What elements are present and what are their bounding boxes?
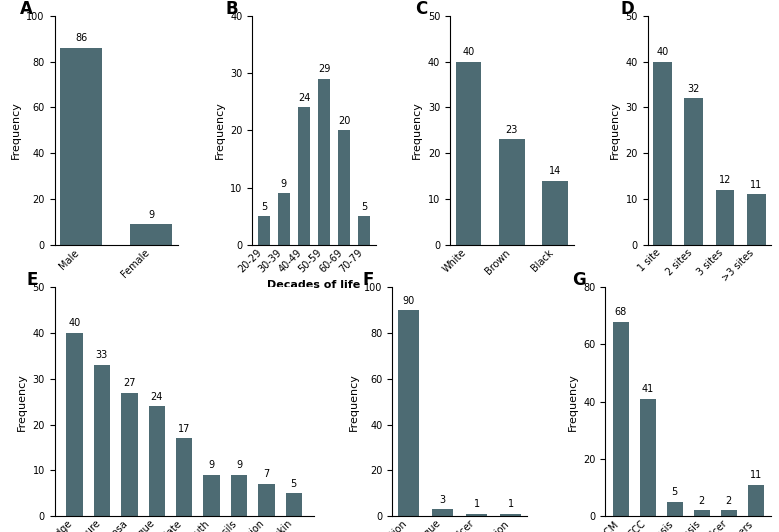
Text: 12: 12 <box>719 175 731 185</box>
Bar <box>298 107 310 245</box>
Bar <box>318 79 330 245</box>
Bar <box>66 333 83 516</box>
Text: 32: 32 <box>688 84 700 94</box>
Bar <box>654 62 672 245</box>
Text: 20: 20 <box>338 116 351 126</box>
Text: 3: 3 <box>439 495 446 504</box>
Text: 86: 86 <box>75 34 87 44</box>
Text: 24: 24 <box>150 392 163 402</box>
Text: 23: 23 <box>506 125 518 135</box>
Bar <box>500 514 521 516</box>
Bar <box>149 406 165 516</box>
Text: 9: 9 <box>236 460 242 470</box>
Bar <box>685 98 703 245</box>
Bar <box>121 393 138 516</box>
Y-axis label: Frequency: Frequency <box>610 102 620 159</box>
Text: 1: 1 <box>474 499 480 509</box>
Y-axis label: Frequency: Frequency <box>412 102 422 159</box>
Y-axis label: Frequency: Frequency <box>11 102 21 159</box>
Text: 27: 27 <box>123 378 136 388</box>
Text: F: F <box>362 271 374 289</box>
Bar <box>278 193 290 245</box>
Text: 90: 90 <box>402 296 414 305</box>
Bar <box>258 484 274 516</box>
Text: 14: 14 <box>548 166 561 176</box>
X-axis label: Decades of life: Decades of life <box>267 280 361 290</box>
Bar <box>693 510 710 516</box>
Bar <box>231 475 247 516</box>
Bar <box>721 510 737 516</box>
Text: 9: 9 <box>209 460 214 470</box>
Text: 2: 2 <box>699 496 705 506</box>
Text: 9: 9 <box>148 210 154 220</box>
Bar <box>176 438 192 516</box>
Text: 33: 33 <box>96 351 108 361</box>
Y-axis label: Frequency: Frequency <box>17 373 27 430</box>
Bar <box>93 365 110 516</box>
Text: 29: 29 <box>318 64 330 74</box>
Bar <box>667 502 683 516</box>
Text: 68: 68 <box>615 307 627 317</box>
Bar <box>286 493 302 516</box>
Text: E: E <box>26 271 37 289</box>
Bar <box>398 310 418 516</box>
Bar <box>432 509 453 516</box>
Text: C: C <box>415 0 428 18</box>
Bar <box>716 190 735 245</box>
Text: G: G <box>572 271 586 289</box>
Bar <box>613 321 629 516</box>
Text: 9: 9 <box>281 179 287 189</box>
Text: 7: 7 <box>263 469 270 479</box>
Text: 2: 2 <box>725 496 731 506</box>
Text: 40: 40 <box>463 47 474 57</box>
Text: A: A <box>20 0 33 18</box>
Bar <box>748 485 763 516</box>
Y-axis label: Frequency: Frequency <box>214 102 224 159</box>
Text: D: D <box>620 0 634 18</box>
Bar <box>747 194 766 245</box>
Text: 40: 40 <box>69 319 81 328</box>
Text: B: B <box>225 0 238 18</box>
Text: 5: 5 <box>291 479 297 488</box>
Text: 11: 11 <box>749 470 762 480</box>
Text: 24: 24 <box>298 93 310 103</box>
Bar <box>338 130 350 245</box>
Bar <box>358 216 370 245</box>
Bar <box>640 399 656 516</box>
Bar <box>499 139 525 245</box>
Text: 41: 41 <box>642 384 654 394</box>
Text: 17: 17 <box>178 423 190 434</box>
Text: 40: 40 <box>657 47 668 57</box>
Bar <box>130 224 172 245</box>
Bar <box>456 62 481 245</box>
Bar <box>203 475 220 516</box>
Text: 11: 11 <box>750 180 763 190</box>
Text: 5: 5 <box>671 487 678 497</box>
Y-axis label: Frequency: Frequency <box>348 373 358 430</box>
Text: 1: 1 <box>508 499 513 509</box>
Text: 5: 5 <box>361 202 367 212</box>
Bar <box>258 216 270 245</box>
Bar <box>542 181 568 245</box>
Bar <box>467 514 487 516</box>
Text: 5: 5 <box>261 202 267 212</box>
Bar <box>60 48 102 245</box>
Y-axis label: Frequency: Frequency <box>568 373 578 430</box>
